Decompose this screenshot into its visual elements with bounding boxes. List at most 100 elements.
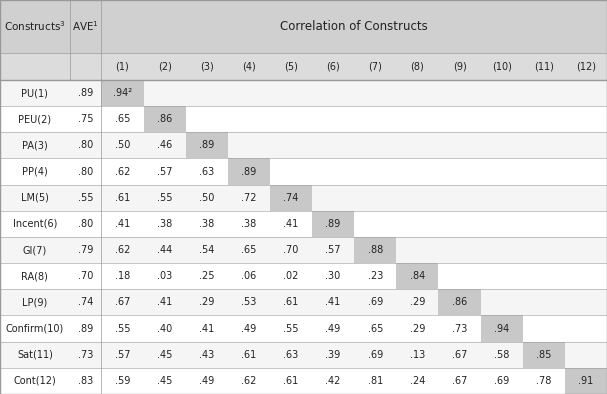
Text: .30: .30 — [325, 271, 341, 281]
Text: .61: .61 — [241, 350, 257, 360]
Text: Confirm(10): Confirm(10) — [6, 323, 64, 334]
Text: .75: .75 — [78, 114, 93, 124]
FancyBboxPatch shape — [228, 158, 270, 185]
Text: .50: .50 — [199, 193, 214, 203]
FancyBboxPatch shape — [354, 237, 396, 263]
Text: Constructs$^3$: Constructs$^3$ — [4, 20, 66, 33]
Text: .29: .29 — [410, 297, 425, 307]
Text: .86: .86 — [157, 114, 172, 124]
FancyBboxPatch shape — [0, 289, 607, 316]
Text: .43: .43 — [199, 350, 214, 360]
Text: .53: .53 — [241, 297, 257, 307]
Text: GI(7): GI(7) — [23, 245, 47, 255]
FancyBboxPatch shape — [101, 80, 143, 106]
Text: .29: .29 — [199, 297, 214, 307]
Text: .69: .69 — [494, 376, 509, 386]
Text: (11): (11) — [534, 61, 554, 72]
Text: .85: .85 — [536, 350, 552, 360]
Text: .57: .57 — [115, 350, 130, 360]
Text: .45: .45 — [157, 350, 172, 360]
Text: .70: .70 — [283, 245, 299, 255]
Text: .79: .79 — [78, 245, 93, 255]
Text: .81: .81 — [368, 376, 383, 386]
Text: .46: .46 — [157, 140, 172, 151]
Text: .83: .83 — [78, 376, 93, 386]
Text: .89: .89 — [325, 219, 341, 229]
Text: AVE$^1$: AVE$^1$ — [72, 20, 99, 33]
Text: .54: .54 — [199, 245, 214, 255]
Text: .61: .61 — [283, 297, 299, 307]
Text: .65: .65 — [368, 323, 383, 334]
Text: .02: .02 — [283, 271, 299, 281]
Text: .80: .80 — [78, 167, 93, 177]
Text: LP(9): LP(9) — [22, 297, 47, 307]
FancyBboxPatch shape — [523, 342, 565, 368]
FancyBboxPatch shape — [0, 53, 607, 80]
FancyBboxPatch shape — [0, 0, 607, 53]
Text: .45: .45 — [157, 376, 172, 386]
Text: .38: .38 — [199, 219, 214, 229]
Text: Correlation of Constructs: Correlation of Constructs — [280, 20, 428, 33]
Text: .55: .55 — [115, 323, 130, 334]
Text: .06: .06 — [241, 271, 257, 281]
Text: .62: .62 — [241, 376, 257, 386]
Text: (6): (6) — [326, 61, 340, 72]
Text: PA(3): PA(3) — [22, 140, 48, 151]
Text: .62: .62 — [115, 245, 130, 255]
Text: .69: .69 — [368, 350, 383, 360]
Text: .73: .73 — [78, 350, 93, 360]
Text: (2): (2) — [158, 61, 172, 72]
Text: .63: .63 — [199, 167, 214, 177]
Text: .50: .50 — [115, 140, 130, 151]
Text: (8): (8) — [410, 61, 424, 72]
Text: .73: .73 — [452, 323, 467, 334]
Text: .91: .91 — [578, 376, 594, 386]
Text: .55: .55 — [78, 193, 93, 203]
Text: (4): (4) — [242, 61, 256, 72]
Text: .23: .23 — [368, 271, 383, 281]
Text: .88: .88 — [368, 245, 383, 255]
Text: .55: .55 — [157, 193, 172, 203]
Text: (3): (3) — [200, 61, 214, 72]
FancyBboxPatch shape — [481, 316, 523, 342]
Text: .62: .62 — [115, 167, 130, 177]
Text: .69: .69 — [368, 297, 383, 307]
Text: .80: .80 — [78, 219, 93, 229]
Text: .67: .67 — [452, 350, 467, 360]
Text: .44: .44 — [157, 245, 172, 255]
Text: Sat(11): Sat(11) — [17, 350, 53, 360]
Text: (9): (9) — [453, 61, 466, 72]
Text: .49: .49 — [325, 323, 341, 334]
FancyBboxPatch shape — [565, 368, 607, 394]
Text: .29: .29 — [410, 323, 425, 334]
FancyBboxPatch shape — [143, 106, 186, 132]
Text: .39: .39 — [325, 350, 341, 360]
Text: .41: .41 — [325, 297, 341, 307]
Text: .57: .57 — [157, 167, 172, 177]
Text: .84: .84 — [410, 271, 425, 281]
FancyBboxPatch shape — [0, 342, 607, 368]
Text: .57: .57 — [325, 245, 341, 255]
Text: .61: .61 — [115, 193, 130, 203]
Text: .58: .58 — [494, 350, 509, 360]
Text: LM(5): LM(5) — [21, 193, 49, 203]
Text: .18: .18 — [115, 271, 130, 281]
Text: .49: .49 — [199, 376, 214, 386]
Text: .65: .65 — [115, 114, 130, 124]
Text: .78: .78 — [536, 376, 552, 386]
Text: .59: .59 — [115, 376, 130, 386]
Text: .65: .65 — [241, 245, 257, 255]
Text: .74: .74 — [283, 193, 299, 203]
Text: .80: .80 — [78, 140, 93, 151]
FancyBboxPatch shape — [0, 132, 607, 158]
Text: .89: .89 — [78, 88, 93, 98]
FancyBboxPatch shape — [0, 368, 607, 394]
Text: .86: .86 — [452, 297, 467, 307]
FancyBboxPatch shape — [396, 263, 438, 289]
Text: .41: .41 — [115, 219, 130, 229]
Text: .72: .72 — [241, 193, 257, 203]
Text: .67: .67 — [452, 376, 467, 386]
Text: .94²: .94² — [113, 88, 132, 98]
FancyBboxPatch shape — [0, 80, 607, 106]
Text: Cont(12): Cont(12) — [13, 376, 56, 386]
